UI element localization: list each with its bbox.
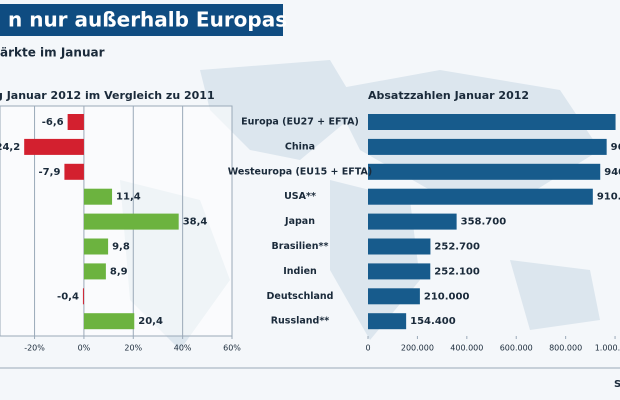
value-label: -24,2 <box>0 142 20 153</box>
value-label: 252.700 <box>434 242 480 253</box>
bar <box>368 114 616 130</box>
chart-title: Absatzzahlen Januar 2012 <box>368 89 529 102</box>
value-label: -0,4 <box>57 291 79 302</box>
x-tick-label: 0 <box>365 344 370 353</box>
bar <box>368 263 431 280</box>
category-label: Japan <box>284 216 315 227</box>
bar <box>83 263 106 280</box>
category-label: Deutschland <box>267 291 334 302</box>
value-label: -7,9 <box>39 167 61 178</box>
x-tick-label: 200.000 <box>401 344 434 353</box>
value-label: 11,4 <box>116 192 141 203</box>
category-label: Westeuropa (EU15 + EFTA) <box>228 166 372 177</box>
title-banner <box>0 4 283 36</box>
bar <box>83 188 113 205</box>
x-tick-label: 600.000 <box>500 344 533 353</box>
bar <box>368 313 407 330</box>
bar <box>83 238 109 255</box>
x-tick-label: 400.000 <box>450 344 483 353</box>
value-label: 154.400 <box>410 316 456 327</box>
value-label: 252.100 <box>434 266 480 277</box>
value-label: 210.000 <box>424 291 470 302</box>
value-label: 8,9 <box>110 266 128 277</box>
value-label: 38,4 <box>183 217 208 228</box>
bar <box>24 138 84 155</box>
bar <box>83 313 135 330</box>
value-label: 966.000 <box>611 142 620 153</box>
bar <box>368 163 601 180</box>
bar <box>368 188 593 205</box>
category-label: China <box>285 141 315 152</box>
x-tick-label: 1.000.000 <box>595 344 620 353</box>
value-label: 358.700 <box>461 217 507 228</box>
bar <box>368 213 457 230</box>
x-tick-label: 800.000 <box>549 344 582 353</box>
source: S <box>614 379 620 390</box>
x-tick-label: 0% <box>78 344 91 353</box>
value-label: -6,6 <box>42 117 64 128</box>
title: n nur außerhalb Europas <box>8 8 287 32</box>
bar <box>368 238 431 255</box>
value-label: 940.000 <box>604 167 620 178</box>
category-label: USA** <box>284 191 316 202</box>
chart-title: g Januar 2012 im Vergleich zu 2011 <box>0 89 215 102</box>
value-label: 910.000 <box>597 192 620 203</box>
category-label: Russland** <box>271 316 330 327</box>
category-label: Indien <box>283 266 317 277</box>
value-label: 20,4 <box>138 316 163 327</box>
x-tick-label: 60% <box>223 344 241 353</box>
x-tick-label: 20% <box>124 344 142 353</box>
bar <box>82 288 84 305</box>
value-label: 9,8 <box>112 242 130 253</box>
subtitle: ärkte im Januar <box>0 46 105 60</box>
bar <box>67 114 84 130</box>
bar <box>83 213 179 230</box>
x-tick-label: 40% <box>174 344 192 353</box>
x-tick-label: -20% <box>24 344 45 353</box>
bar <box>64 163 84 180</box>
category-label: Brasilien** <box>272 241 329 252</box>
bar <box>368 288 420 305</box>
bar <box>368 138 607 155</box>
category-label: Europa (EU27 + EFTA) <box>241 117 359 128</box>
